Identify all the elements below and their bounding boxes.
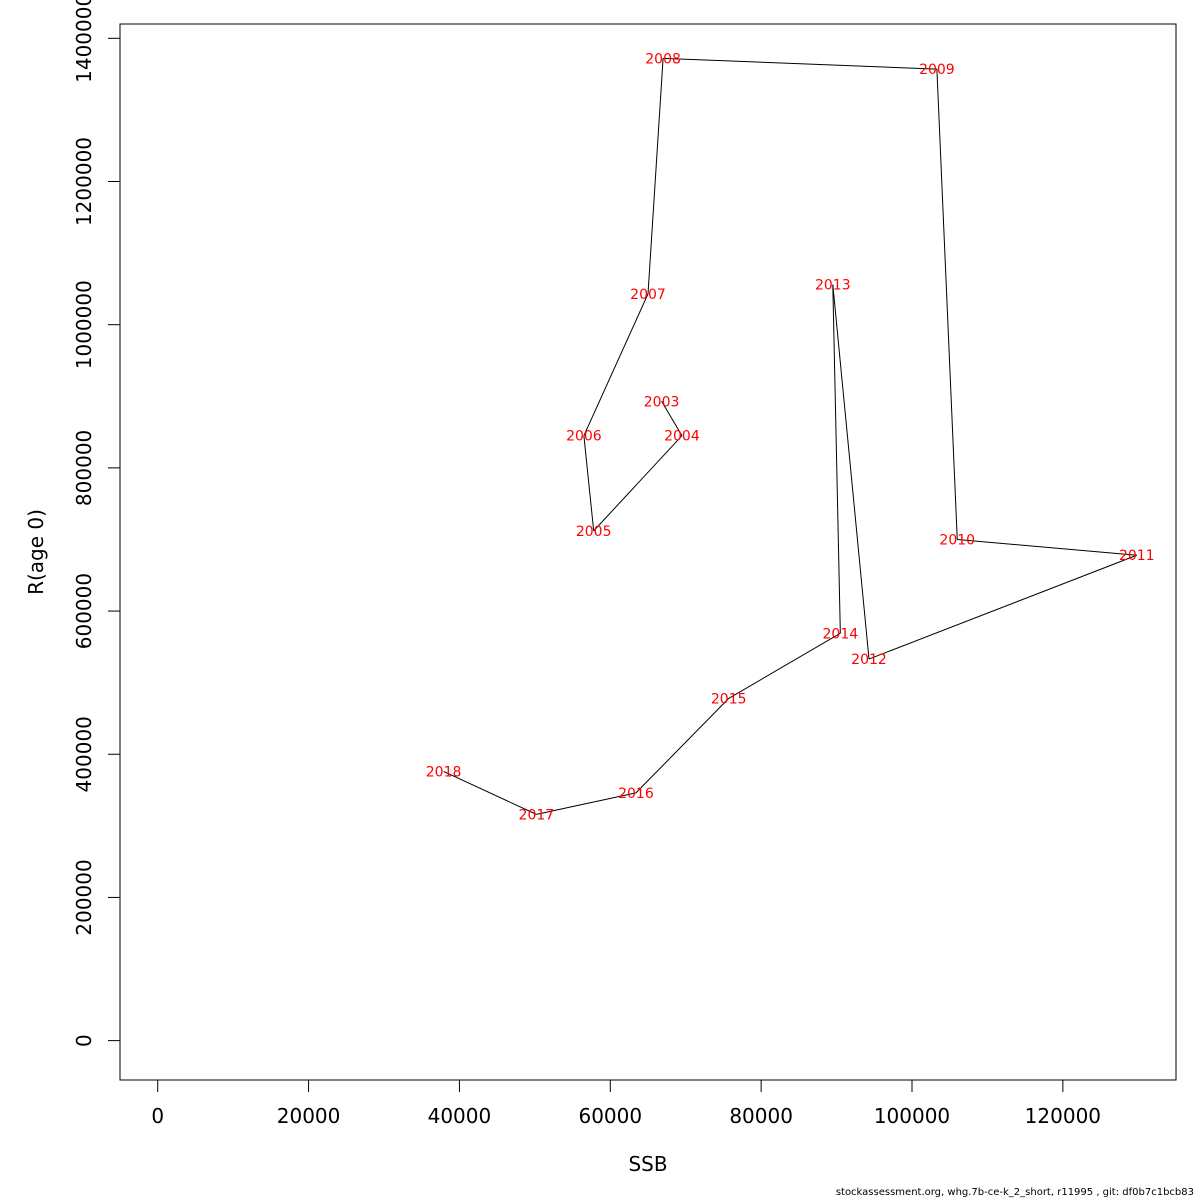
y-axis-title: R(age 0)	[24, 509, 48, 595]
series-segment-2009-2010	[936, 69, 958, 540]
point-label-2007: 2007	[630, 287, 666, 303]
point-label-2018: 2018	[426, 764, 462, 780]
point-label-2005: 2005	[576, 524, 612, 540]
point-label-2013: 2013	[815, 278, 851, 294]
point-label-2006: 2006	[566, 429, 602, 445]
series-segment-2003-2004	[661, 401, 683, 436]
point-label-2003: 2003	[644, 394, 680, 410]
series-segment-2016-2017	[536, 792, 637, 815]
series-segment-2004-2005	[593, 435, 683, 532]
point-label-2009: 2009	[919, 62, 955, 78]
y-tick-label: 1200000	[72, 137, 96, 226]
x-tick-label: 120000	[1025, 1104, 1101, 1128]
point-labels: 2003 2004 2005 2006 2007 2008 2009 2010 2011 2012…	[426, 51, 1155, 823]
x-tick-label: 80000	[729, 1104, 793, 1128]
point-label-2017: 2017	[519, 807, 555, 823]
series-segment-2017-2018	[443, 770, 537, 815]
series-segment-2006-2007	[583, 293, 649, 436]
series-segment-2014-2015	[728, 632, 841, 699]
x-axis-title: SSB	[628, 1152, 667, 1176]
x-tick-label: 60000	[578, 1104, 642, 1128]
point-label-2016: 2016	[618, 786, 654, 802]
plot-area-frame	[119, 23, 1177, 1081]
footer-source-note: stockassessment.org, whg.7b-ce-k_2_short…	[835, 1187, 1194, 1198]
x-tick-label: 0	[151, 1104, 164, 1128]
y-tick-label: 600000	[72, 573, 96, 649]
point-label-2008: 2008	[645, 51, 681, 67]
point-label-2014: 2014	[823, 626, 859, 642]
series-segment-2015-2016	[635, 698, 730, 794]
y-axis: 0 200000 400000 600000 800000 1000000 1200000 1…	[72, 0, 121, 1047]
series-segment-2013-2014	[832, 284, 841, 634]
point-label-2015: 2015	[711, 691, 747, 707]
series-segment-2005-2006	[583, 435, 595, 531]
series-segment-2007-2008	[647, 58, 664, 294]
series-segment-2012-2013	[832, 284, 870, 660]
series-segment-2010-2011	[957, 538, 1137, 556]
x-tick-label: 100000	[874, 1104, 950, 1128]
point-label-2004: 2004	[664, 429, 700, 445]
x-axis: 0 20000 40000 60000 80000 100000 120000	[151, 1079, 1101, 1128]
x-tick-label: 40000	[428, 1104, 492, 1128]
x-tick-label: 20000	[277, 1104, 341, 1128]
series-segment-2008-2009	[663, 57, 937, 70]
series-segment-2011-2012	[868, 554, 1137, 660]
point-label-2010: 2010	[939, 532, 975, 548]
point-label-2012: 2012	[851, 652, 887, 668]
y-tick-label: 1000000	[72, 280, 96, 369]
y-tick-label: 0	[72, 1034, 96, 1047]
data-series	[443, 57, 1137, 815]
point-label-2011: 2011	[1119, 548, 1155, 564]
y-tick-label: 400000	[72, 716, 96, 792]
y-tick-label: 200000	[72, 859, 96, 935]
y-tick-label: 1400000	[72, 0, 96, 83]
y-tick-label: 800000	[72, 430, 96, 506]
